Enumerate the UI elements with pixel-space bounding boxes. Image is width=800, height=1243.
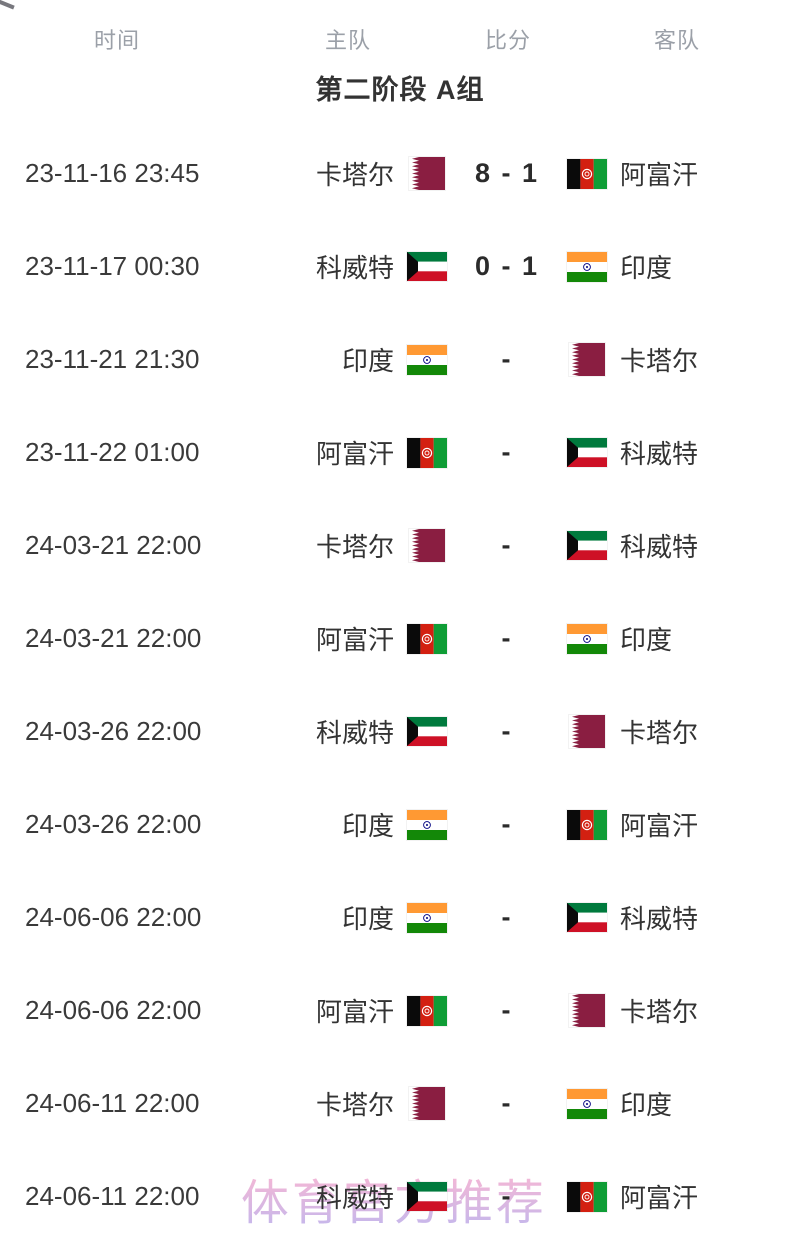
- kuwait-flag-icon: [567, 531, 607, 560]
- match-time: 23-11-22 01:00: [25, 437, 200, 467]
- away-team-name: 卡塔尔: [620, 997, 699, 1027]
- match-time: 24-03-21 22:00: [25, 530, 202, 560]
- header-col-score: 比分: [484, 28, 531, 53]
- group-stage-title: 第二阶段 A组: [315, 75, 485, 105]
- home-team-name: 科威特: [315, 253, 394, 283]
- match-time: 24-06-11 22:00: [25, 1088, 200, 1118]
- kuwait-flag-icon: [407, 252, 447, 281]
- india-flag-icon: [407, 344, 447, 375]
- india-flag-icon: [567, 251, 607, 282]
- match-score: -: [501, 716, 513, 746]
- match-time: 23-11-21 21:30: [25, 344, 200, 374]
- away-team-name: 阿富汗: [620, 1183, 699, 1213]
- away-team-name: 阿富汗: [620, 811, 699, 841]
- match-time: 24-03-26 22:00: [25, 716, 202, 746]
- qatar-flag-icon: [567, 715, 607, 748]
- header-col-time: 时间: [93, 28, 140, 53]
- afghanistan-flag-icon: [407, 995, 447, 1026]
- away-team-name: 阿富汗: [620, 160, 699, 190]
- match-score: -: [501, 437, 513, 467]
- kuwait-flag-icon: [407, 717, 447, 746]
- match-row[interactable]: 23-11-22 01:00 阿富汗 - 科威特: [0, 406, 800, 499]
- away-team-name: 科威特: [620, 532, 699, 562]
- home-team-name: 印度: [341, 811, 394, 841]
- match-row[interactable]: 23-11-16 23:45 卡塔尔 8 - 1 阿富汗: [0, 127, 800, 220]
- afghanistan-flag-icon: [407, 437, 447, 468]
- home-team-name: 阿富汗: [315, 997, 394, 1027]
- match-row[interactable]: 24-06-11 22:00 科威特 - 阿富汗: [0, 1150, 800, 1243]
- away-team-name: 印度: [620, 625, 673, 655]
- home-team-name: 科威特: [315, 718, 394, 748]
- kuwait-flag-icon: [567, 438, 607, 467]
- qatar-flag-icon: [407, 529, 447, 562]
- header-col-home: 主队: [324, 28, 371, 53]
- match-score: -: [501, 1088, 513, 1118]
- match-row[interactable]: 24-06-06 22:00 阿富汗 - 卡塔尔: [0, 964, 800, 1057]
- kuwait-flag-icon: [407, 1182, 447, 1211]
- match-score: -: [501, 809, 513, 839]
- match-row[interactable]: 24-03-26 22:00 科威特 - 卡塔尔: [0, 685, 800, 778]
- match-time: 23-11-16 23:45: [25, 158, 200, 188]
- match-list: 23-11-16 23:45 卡塔尔 8 - 1 阿富汗 23-11-17 00…: [0, 127, 800, 1243]
- away-team-name: 科威特: [620, 904, 699, 934]
- match-row[interactable]: 23-11-17 00:30 科威特 0 - 1 印度: [0, 220, 800, 313]
- table-header: 时间 主队 比分 客队: [0, 0, 800, 64]
- match-score: 0 - 1: [474, 251, 540, 281]
- away-team-name: 印度: [620, 253, 673, 283]
- match-time: 23-11-17 00:30: [25, 251, 200, 281]
- match-score: -: [501, 1181, 513, 1211]
- qatar-flag-icon: [567, 343, 607, 376]
- match-score: -: [501, 902, 513, 932]
- home-team-name: 卡塔尔: [315, 1090, 394, 1120]
- home-team-name: 阿富汗: [315, 625, 394, 655]
- match-score: -: [501, 623, 513, 653]
- india-flag-icon: [407, 902, 447, 933]
- home-team-name: 科威特: [315, 1183, 394, 1213]
- match-row[interactable]: 24-06-11 22:00 卡塔尔 - 印度: [0, 1057, 800, 1150]
- away-team-name: 印度: [620, 1090, 673, 1120]
- home-team-name: 阿富汗: [315, 439, 394, 469]
- qatar-flag-icon: [407, 1087, 447, 1120]
- match-row[interactable]: 24-03-26 22:00 印度 - 阿富汗: [0, 778, 800, 871]
- match-row[interactable]: 23-11-21 21:30 印度 - 卡塔尔: [0, 313, 800, 406]
- match-row[interactable]: 24-06-06 22:00 印度 - 科威特: [0, 871, 800, 964]
- match-time: 24-03-21 22:00: [25, 623, 202, 653]
- home-team-name: 卡塔尔: [315, 532, 394, 562]
- qatar-flag-icon: [567, 994, 607, 1027]
- match-time: 24-06-06 22:00: [25, 995, 202, 1025]
- afghanistan-flag-icon: [567, 809, 607, 840]
- afghanistan-flag-icon: [407, 623, 447, 654]
- match-row[interactable]: 24-03-21 22:00 卡塔尔 - 科威特: [0, 499, 800, 592]
- qatar-flag-icon: [407, 157, 447, 190]
- away-team-name: 卡塔尔: [620, 718, 699, 748]
- away-team-name: 卡塔尔: [620, 346, 699, 376]
- match-score: 8 - 1: [474, 158, 540, 188]
- match-time: 24-03-26 22:00: [25, 809, 202, 839]
- away-team-name: 科威特: [620, 439, 699, 469]
- india-flag-icon: [567, 1088, 607, 1119]
- match-time: 24-06-06 22:00: [25, 902, 202, 932]
- match-time: 24-06-11 22:00: [25, 1181, 200, 1211]
- match-score: -: [501, 530, 513, 560]
- match-score: -: [501, 995, 513, 1025]
- home-team-name: 印度: [341, 904, 394, 934]
- home-team-name: 印度: [341, 346, 394, 376]
- home-team-name: 卡塔尔: [315, 160, 394, 190]
- match-score: -: [501, 344, 513, 374]
- kuwait-flag-icon: [567, 903, 607, 932]
- india-flag-icon: [407, 809, 447, 840]
- match-row[interactable]: 24-03-21 22:00 阿富汗 - 印度: [0, 592, 800, 685]
- header-col-away: 客队: [653, 28, 700, 53]
- afghanistan-flag-icon: [567, 158, 607, 189]
- india-flag-icon: [567, 623, 607, 654]
- afghanistan-flag-icon: [567, 1181, 607, 1212]
